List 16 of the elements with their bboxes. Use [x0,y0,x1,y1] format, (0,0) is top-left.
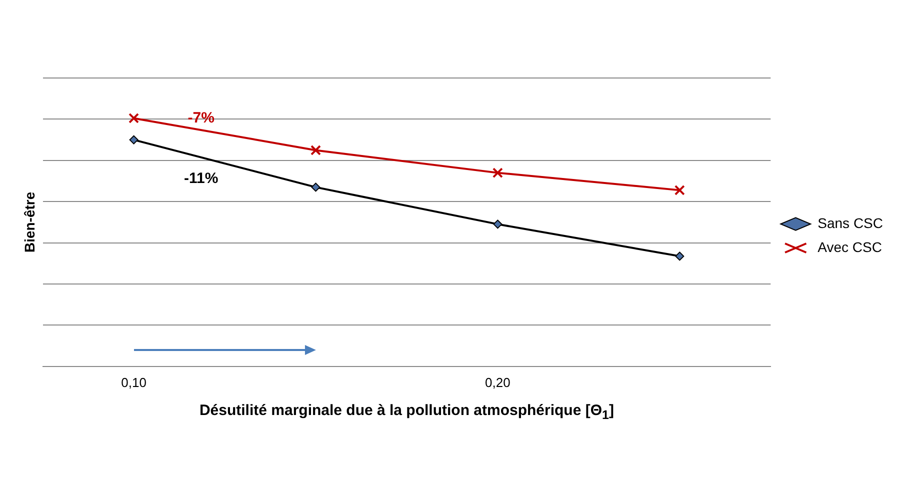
point [493,220,502,229]
point [311,182,320,192]
point [310,144,321,156]
point [492,168,503,178]
point [675,252,684,261]
point [128,112,140,124]
legend-label: Sans CSC [818,214,883,231]
x-axis-title: Désutilité marginale due à la pollution atmosphérique [Θ$_{1}$] [198,402,615,422]
annotation: -11% [184,170,218,187]
x-tick-label: 0,10 [121,374,146,390]
point [674,184,685,196]
x-tick-label: 0,20 [485,374,510,390]
annotation: -7% [188,110,214,127]
legend-label: Avec CSC [818,238,882,255]
point [129,135,138,144]
y-axis-title: Bien-être [21,192,38,253]
